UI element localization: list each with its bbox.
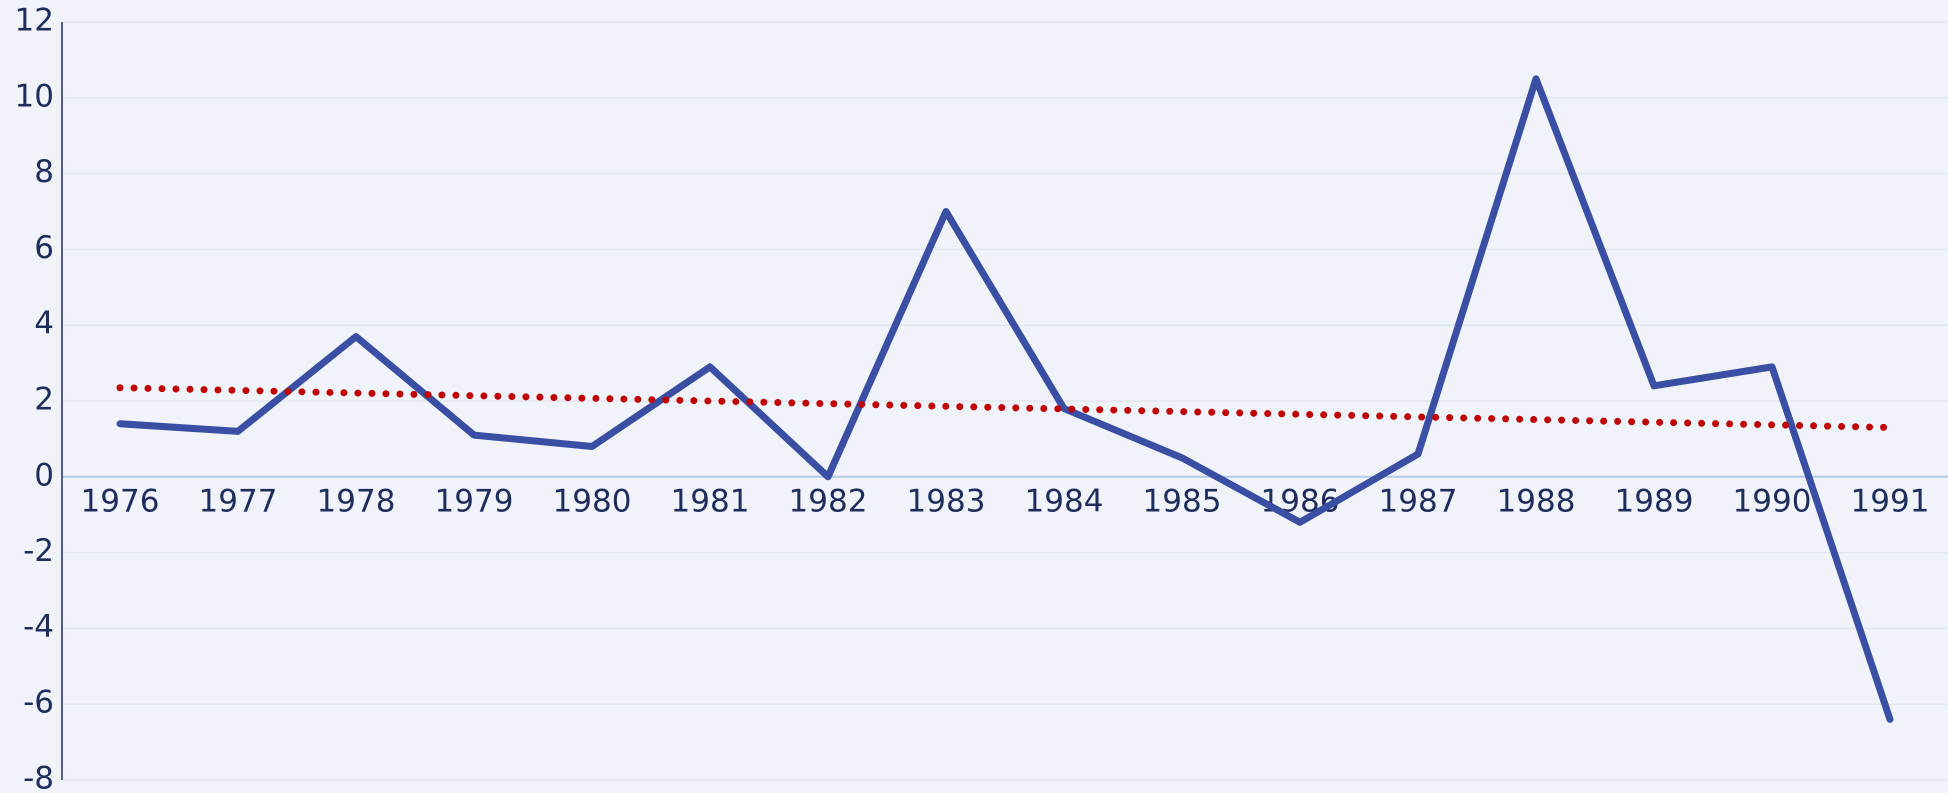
trend-line [116, 384, 1894, 432]
y-tick-label: 12 [15, 3, 54, 39]
y-tick-label: 2 [34, 382, 54, 418]
x-tick-label: 1987 [1379, 483, 1458, 519]
y-tick-label: -2 [23, 533, 54, 569]
x-tick-label: 1988 [1497, 483, 1576, 519]
x-tick-label: 1980 [553, 483, 632, 519]
y-tick-label: 0 [34, 457, 54, 493]
x-tick-label: 1983 [907, 483, 986, 519]
x-tick-label: 1979 [435, 483, 514, 519]
y-tick-label: 6 [34, 230, 54, 266]
x-tick-label: 1985 [1143, 483, 1222, 519]
x-tick-label: 1991 [1851, 483, 1930, 519]
x-tick-label: 1981 [671, 483, 750, 519]
y-tick-label: -4 [23, 609, 54, 645]
x-tick-label: 1978 [317, 483, 396, 519]
x-tick-label: 1986 [1261, 483, 1340, 519]
y-tick-label: 4 [34, 306, 54, 342]
x-tick-label: 1990 [1733, 483, 1812, 519]
data-line [116, 75, 1894, 723]
y-tick-label: 10 [15, 78, 54, 114]
y-tick-label: -6 [23, 685, 54, 721]
y-tick-label: 8 [34, 154, 54, 190]
x-tick-label: 1976 [81, 483, 160, 519]
x-tick-label: 1989 [1615, 483, 1694, 519]
x-tick-label: 1984 [1025, 483, 1104, 519]
x-tick-label: 1977 [199, 483, 278, 519]
y-tick-label: -8 [23, 761, 54, 793]
x-tick-label: 1982 [789, 483, 868, 519]
